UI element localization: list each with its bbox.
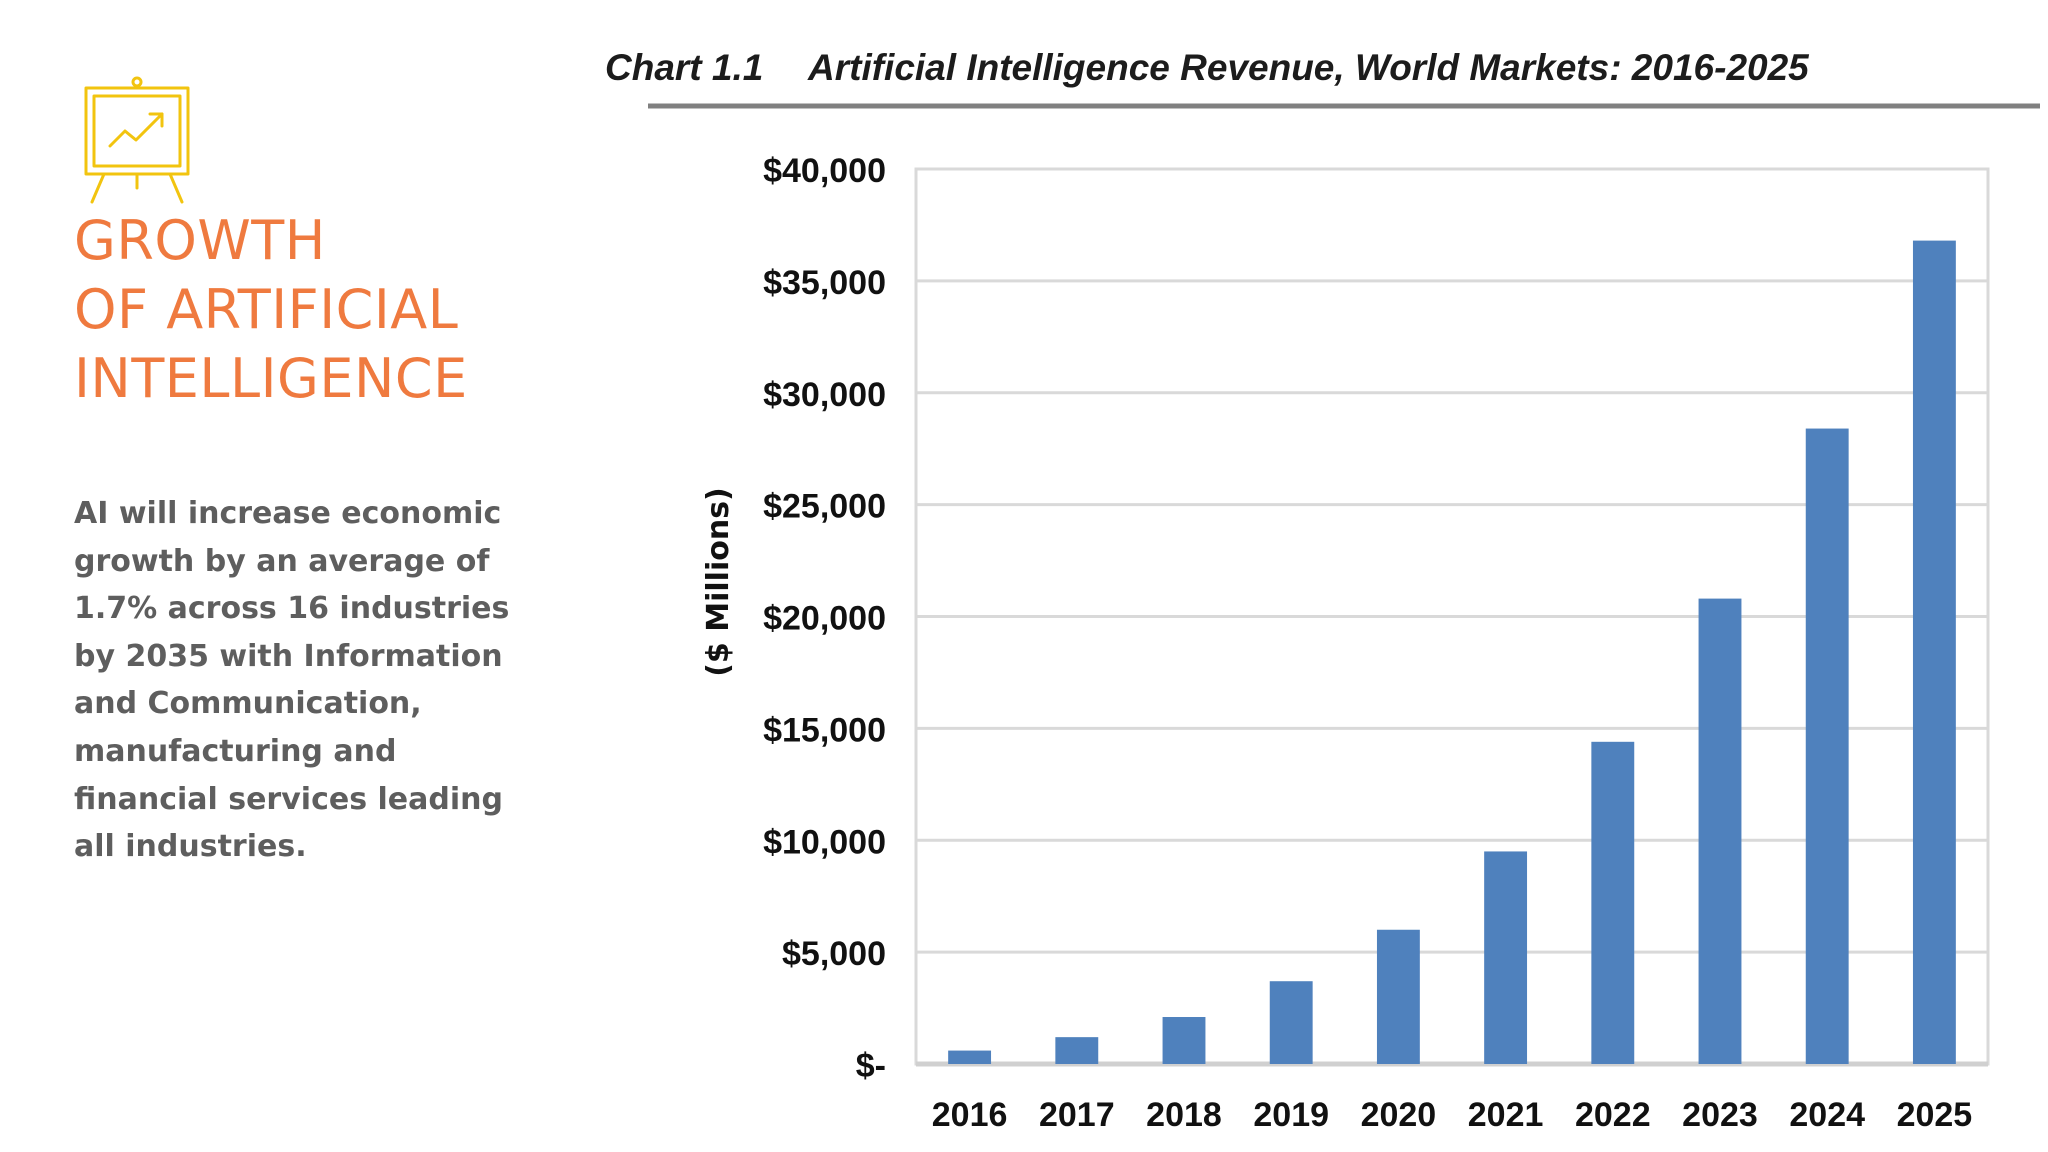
- chart-title: Artificial Intelligence Revenue, World M…: [807, 47, 1810, 88]
- y-axis-title: ($ Millions): [701, 487, 736, 677]
- x-tick-label: 2023: [1682, 1096, 1758, 1134]
- y-tick-label: $35,000: [763, 264, 886, 302]
- bar-2021: [1484, 851, 1528, 1064]
- bar-2020: [1376, 929, 1420, 1064]
- bar-2022: [1591, 741, 1635, 1064]
- x-tick-label: 2025: [1897, 1096, 1973, 1134]
- presentation-chart-icon: [80, 76, 200, 206]
- y-tick-label: $5,000: [782, 935, 886, 973]
- body-line: 1.7% across 16 industries: [74, 591, 510, 627]
- x-tick-label: 2024: [1789, 1096, 1865, 1134]
- body-line: by 2035 with Information: [74, 638, 503, 674]
- body-line: manufacturing and: [74, 733, 397, 769]
- y-tick-label: $20,000: [763, 600, 886, 638]
- slide-heading: GROWTH OF ARTIFICIAL INTELLIGENCE: [74, 206, 594, 413]
- body-line: AI will increase economic: [74, 496, 502, 531]
- heading-line: OF ARTIFICIAL: [74, 278, 459, 341]
- bar-2018: [1162, 1017, 1206, 1064]
- x-tick-label: 2016: [932, 1096, 1008, 1134]
- heading-line: GROWTH: [74, 209, 326, 272]
- heading-line: INTELLIGENCE: [74, 347, 468, 410]
- x-tick-label: 2021: [1468, 1096, 1544, 1134]
- body-line: growth by an average of: [74, 543, 490, 579]
- x-tick-label: 2017: [1039, 1096, 1115, 1134]
- x-tick-label: 2018: [1146, 1096, 1222, 1134]
- bar-2024: [1805, 428, 1849, 1064]
- y-tick-label: $10,000: [763, 823, 886, 861]
- slide-body-text: AI will increase economic growth by an a…: [74, 490, 510, 871]
- bar-2017: [1055, 1037, 1099, 1064]
- chart-number: Chart 1.1: [605, 47, 763, 88]
- y-tick-label: $25,000: [763, 488, 886, 526]
- bar-2016: [948, 1050, 992, 1064]
- body-line: financial services leading: [74, 781, 503, 817]
- y-tick-label: $40,000: [763, 152, 886, 190]
- bar-2019: [1269, 981, 1313, 1064]
- body-line: all industries.: [74, 829, 307, 865]
- body-line: and Communication,: [74, 686, 422, 722]
- bar-2023: [1698, 598, 1742, 1064]
- y-tick-label: $30,000: [763, 376, 886, 414]
- y-tick-label: $15,000: [763, 711, 886, 749]
- x-tick-label: 2022: [1575, 1096, 1651, 1134]
- x-tick-label: 2019: [1253, 1096, 1329, 1134]
- bar-2025: [1912, 240, 1956, 1065]
- y-tick-label: $-: [856, 1047, 886, 1085]
- x-tick-label: 2020: [1361, 1096, 1437, 1134]
